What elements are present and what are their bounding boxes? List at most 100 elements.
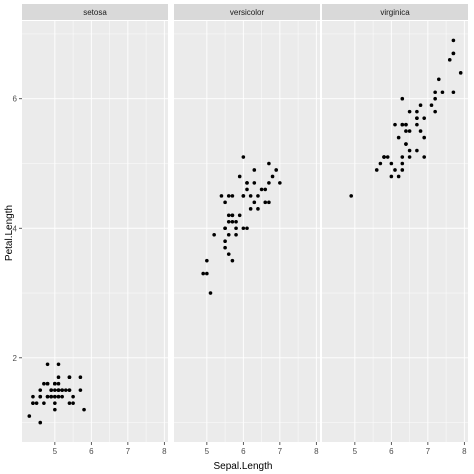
x-tick-label: 8 [462,447,467,456]
data-point [53,407,57,412]
data-point [252,200,257,205]
data-point [230,213,235,218]
x-tick-label: 8 [162,447,167,456]
data-point [437,77,441,82]
data-point [64,388,68,392]
data-point [263,187,268,192]
x-axis-title: Sepal.Length [214,461,273,472]
data-point [53,394,57,399]
data-point [205,258,209,263]
data-point [60,388,64,392]
data-point [56,394,61,399]
data-point [223,200,227,205]
facet-setosa: setosa [22,4,168,442]
data-point [440,90,445,95]
data-point [226,219,231,224]
data-point [407,129,412,133]
data-point [407,148,412,153]
data-point [53,388,57,392]
data-point [212,232,216,237]
data-point [45,362,50,367]
data-point [49,388,53,392]
data-point [31,401,35,405]
data-point [385,155,390,159]
data-point [415,109,419,114]
data-point [226,194,231,198]
data-point [400,168,405,172]
data-point [208,291,213,295]
data-point [252,181,257,185]
data-point [237,174,242,179]
data-point [256,194,260,198]
data-point [259,187,264,192]
facet-strip [174,4,320,20]
x-tick-label: 8 [314,447,319,456]
data-point [451,90,456,95]
data-point [389,161,394,166]
panel-background [174,21,320,442]
data-point [349,194,354,198]
data-point [422,116,427,120]
data-point [447,58,452,62]
facet-panels: setosa versicolor virginica [22,4,468,442]
data-point [256,207,260,211]
data-point [396,135,401,140]
data-point [49,394,53,399]
data-point [270,174,275,179]
data-point [71,394,75,399]
y-tick-label: 6 [13,95,18,104]
facet-strip-label: setosa [83,8,107,17]
data-point [433,96,437,101]
data-point [230,194,235,198]
data-point [382,155,386,159]
data-point [241,194,246,198]
data-point [53,381,57,386]
data-point [45,394,50,399]
facet-strip [22,4,168,20]
facet-versicolor: versicolor [174,4,320,442]
x-tick-label: 7 [278,447,283,456]
data-point [252,168,257,172]
data-point [78,375,83,380]
data-point [245,181,249,185]
data-point [241,226,246,231]
data-point [389,174,394,179]
data-point [451,51,456,56]
data-point [422,155,427,159]
data-point [226,232,231,237]
data-point [267,181,271,185]
data-point [56,375,61,380]
x-tick-label: 5 [53,447,58,456]
data-point [56,381,61,386]
data-point [67,388,72,392]
x-tick-label: 6 [389,447,394,456]
data-point [38,394,43,399]
data-point [245,187,249,192]
data-point [71,401,75,405]
y-axis-title: Petal.Length [4,205,15,261]
data-point [241,155,246,159]
x-tick-label: 5 [205,447,210,456]
data-point [219,194,224,198]
data-point [415,148,419,153]
data-point [67,401,72,405]
data-point [404,129,408,133]
data-point [230,258,235,263]
data-point [27,414,32,418]
data-point [248,207,253,211]
data-point [67,375,72,380]
data-point [201,271,205,276]
data-point [60,394,64,399]
data-point [205,271,209,276]
data-point [34,401,39,405]
x-tick-label: 6 [89,447,94,456]
data-point [400,155,405,159]
x-tick-label: 7 [126,447,131,456]
data-point [234,226,238,231]
data-point [274,168,279,172]
data-point [56,388,61,392]
data-point [418,129,423,133]
data-point [407,155,412,159]
data-point [226,213,231,218]
